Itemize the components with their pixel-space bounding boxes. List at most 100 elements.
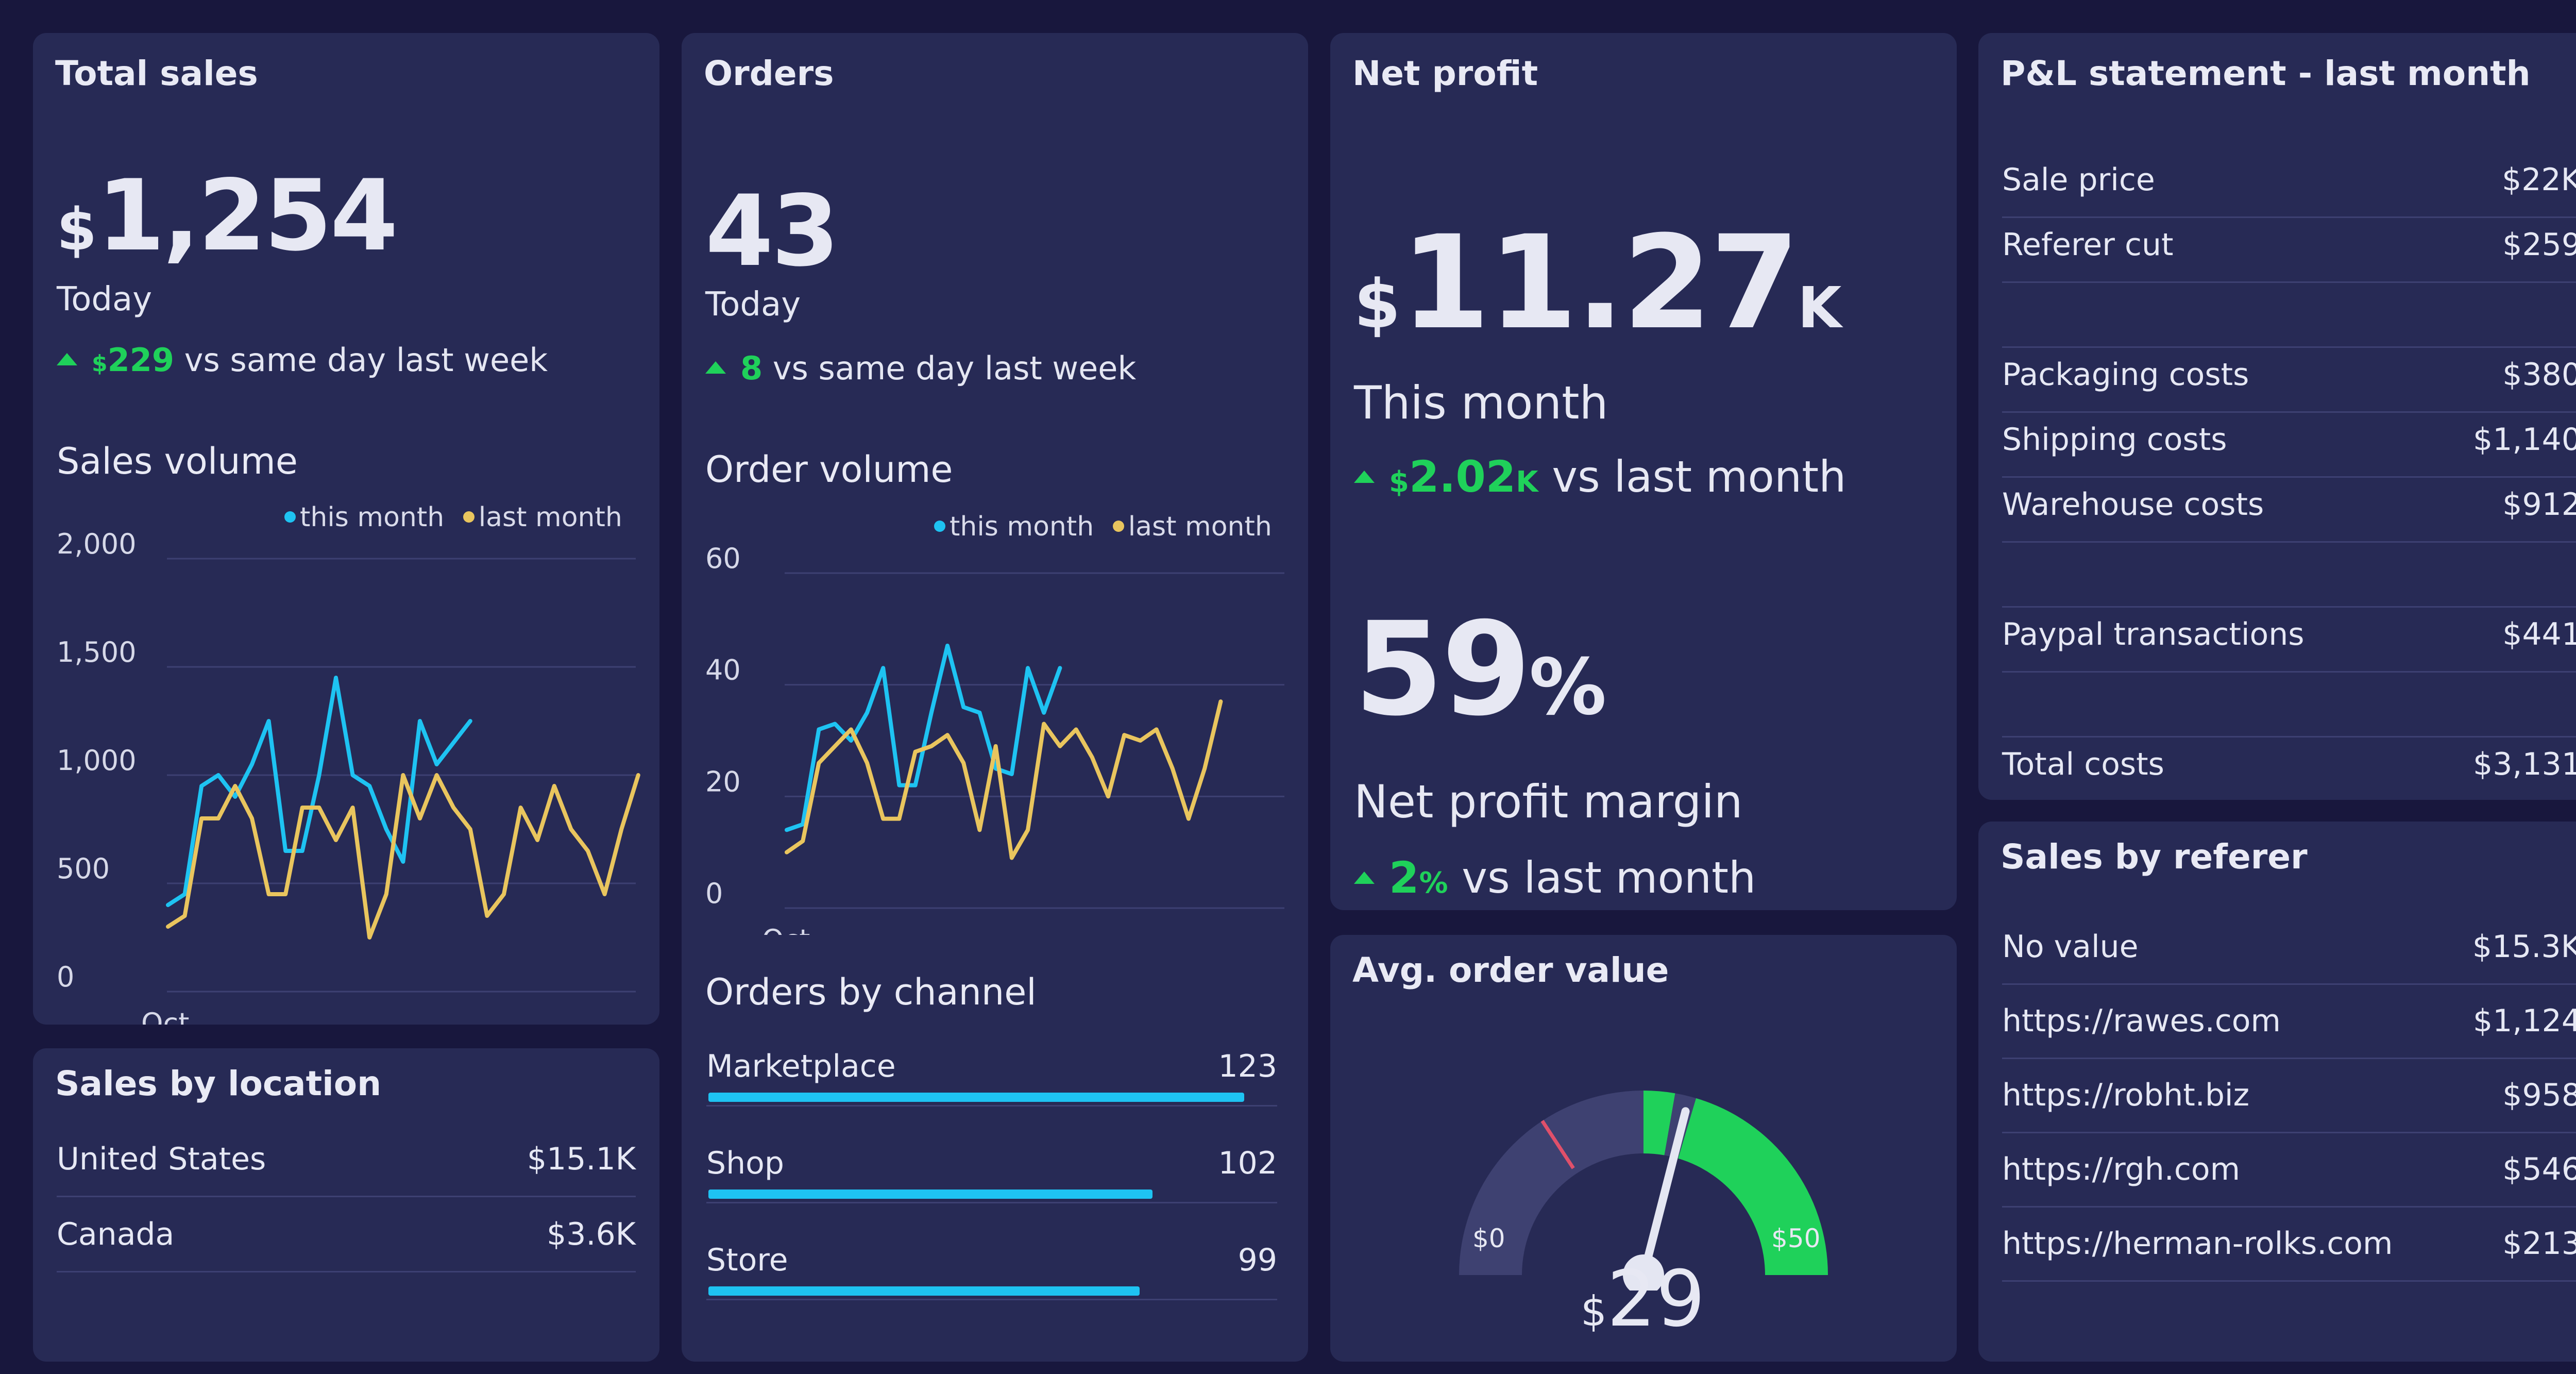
x-tick-label: Oct bbox=[141, 1007, 189, 1025]
order-volume-legend: this month last month bbox=[934, 511, 1272, 542]
last-month-dot-icon bbox=[463, 511, 474, 523]
net-profit-panel: Net profit $11.27K This month $2.02K vs … bbox=[1330, 33, 1957, 910]
table-row bbox=[2002, 281, 2576, 348]
channel-value: 123 bbox=[1218, 1048, 1277, 1084]
orders-period: Today bbox=[705, 286, 801, 324]
row-label: Referer cut bbox=[2002, 227, 2174, 263]
series-line-last-month bbox=[166, 773, 640, 940]
this-month-dot-icon bbox=[284, 511, 296, 523]
orders-value: 43 bbox=[705, 174, 839, 288]
x-tick-label: Oct bbox=[762, 924, 810, 935]
sales-volume-chart: 0 500 1,000 1,500 2,000 Oct bbox=[57, 528, 640, 1025]
table-row bbox=[2002, 541, 2576, 608]
channel-label: Shop bbox=[706, 1145, 784, 1181]
last-month-dot-icon bbox=[1112, 521, 1124, 532]
total-sales-period: Today bbox=[57, 280, 152, 319]
sales-by-location-title: Sales by location bbox=[55, 1064, 382, 1103]
channel-bar bbox=[708, 1189, 1153, 1199]
net-profit-title: Net profit bbox=[1352, 54, 1538, 93]
row-label: https://rawes.com bbox=[2002, 1003, 2281, 1039]
gauge-max-label: $50 bbox=[1771, 1224, 1821, 1253]
gauge-fill bbox=[1643, 1091, 1675, 1155]
channel-row: Marketplace 123 bbox=[706, 1043, 1277, 1107]
avg-order-value: $29 bbox=[1581, 1254, 1705, 1344]
channel-row: Store 99 bbox=[706, 1237, 1277, 1300]
y-tick-label: 20 bbox=[705, 765, 741, 798]
net-profit-delta: $2.02K vs last month bbox=[1354, 451, 1846, 502]
pl-statement-title: P&L statement - last month bbox=[2001, 54, 2531, 93]
gauge-marker bbox=[1540, 1119, 1575, 1169]
avg-order-gauge bbox=[1459, 1091, 1828, 1291]
net-profit-margin-value: 59% bbox=[1354, 594, 1607, 744]
total-sales-delta: $229 vs same day last week bbox=[57, 341, 548, 379]
channel-value: 102 bbox=[1218, 1145, 1277, 1181]
sales-volume-legend: this month last month bbox=[284, 502, 622, 533]
sales-by-referer-panel: Sales by referer No value $15.3K https://r… bbox=[1978, 822, 2576, 1362]
net-profit-period: This month bbox=[1354, 376, 1608, 429]
order-volume-title: Order volume bbox=[705, 448, 953, 491]
gauge-min-label: $0 bbox=[1472, 1224, 1505, 1253]
pl-statement-panel: P&L statement - last month Sale price $22… bbox=[1978, 33, 2576, 800]
row-value: $3,131 bbox=[2473, 746, 2576, 782]
total-sales-value: $1,254 bbox=[57, 159, 398, 273]
total-sales-panel: Total sales $1,254 Today $229 vs same da… bbox=[33, 33, 659, 1025]
row-value: $22K bbox=[2502, 162, 2576, 198]
row-value: $1,140 bbox=[2473, 422, 2576, 458]
channel-bar bbox=[708, 1093, 1244, 1102]
series-line-last-month bbox=[785, 699, 1223, 860]
orders-by-channel-title: Orders by channel bbox=[705, 971, 1037, 1013]
row-value: $380 bbox=[2502, 357, 2576, 393]
row-value: $15.3K bbox=[2472, 929, 2576, 965]
row-label: United States bbox=[57, 1141, 266, 1177]
table-row: https://herman-rolks.com $213 bbox=[2002, 1206, 2576, 1282]
sales-by-referer-title: Sales by referer bbox=[2001, 837, 2308, 877]
up-arrow-icon bbox=[1354, 872, 1375, 884]
avg-order-value-title: Avg. order value bbox=[1352, 950, 1669, 990]
row-label: Sale price bbox=[2002, 162, 2155, 198]
channel-label: Marketplace bbox=[706, 1048, 896, 1084]
up-arrow-icon bbox=[57, 353, 77, 365]
row-value: $15.1K bbox=[527, 1141, 636, 1177]
table-row: https://robht.biz $958 bbox=[2002, 1058, 2576, 1133]
y-tick-label: 500 bbox=[57, 852, 110, 885]
sales-by-location-panel: Sales by location United States $15.1K Can… bbox=[33, 1048, 659, 1362]
row-value: $259 bbox=[2502, 227, 2576, 263]
row-label: https://herman-rolks.com bbox=[2002, 1226, 2393, 1262]
total-sales-title: Total sales bbox=[55, 54, 258, 93]
channel-row: Shop 102 bbox=[706, 1140, 1277, 1203]
row-value: $441 bbox=[2502, 616, 2576, 652]
table-row: Packaging costs $380 bbox=[2002, 346, 2576, 413]
table-row: Canada $3.6K bbox=[57, 1196, 636, 1272]
row-label: https://rgh.com bbox=[2002, 1151, 2241, 1187]
table-row: United States $15.1K bbox=[57, 1120, 636, 1197]
orders-delta: 8 vs same day last week bbox=[705, 349, 1136, 387]
net-profit-margin-delta: 2% vs last month bbox=[1354, 852, 1756, 903]
y-tick-label: 0 bbox=[57, 961, 74, 993]
gauge-track-left bbox=[1459, 1091, 1643, 1275]
row-label: Paypal transactions bbox=[2002, 616, 2304, 652]
net-profit-margin-label: Net profit margin bbox=[1354, 775, 1743, 828]
gauge-needle-hub bbox=[1623, 1254, 1664, 1291]
this-month-dot-icon bbox=[934, 521, 945, 532]
order-volume-chart: 0 20 40 60 Oct bbox=[705, 542, 1284, 935]
row-label: Warehouse costs bbox=[2002, 487, 2264, 523]
table-row: Total costs $3,131 bbox=[2002, 736, 2576, 800]
row-value: $213 bbox=[2502, 1226, 2576, 1262]
y-tick-label: 2,000 bbox=[57, 528, 137, 560]
orders-title: Orders bbox=[704, 54, 834, 93]
y-tick-label: 1,500 bbox=[57, 636, 137, 668]
row-label: No value bbox=[2002, 929, 2139, 965]
net-profit-value: $11.27K bbox=[1354, 208, 1842, 358]
up-arrow-icon bbox=[1354, 471, 1375, 483]
up-arrow-icon bbox=[705, 361, 726, 374]
y-tick-label: 40 bbox=[705, 654, 741, 686]
y-tick-label: 1,000 bbox=[57, 744, 137, 777]
row-label: Shipping costs bbox=[2002, 422, 2227, 458]
table-row: Sale price $22K bbox=[2002, 152, 2576, 218]
row-label: https://robht.biz bbox=[2002, 1077, 2250, 1113]
y-tick-label: 60 bbox=[705, 542, 741, 575]
avg-order-value-panel: Avg. order value $0 $50 $29 bbox=[1330, 935, 1957, 1362]
table-row: https://rawes.com $1,124 bbox=[2002, 983, 2576, 1059]
table-row: No value $15.3K bbox=[2002, 909, 2576, 985]
row-label: Total costs bbox=[2002, 746, 2164, 782]
